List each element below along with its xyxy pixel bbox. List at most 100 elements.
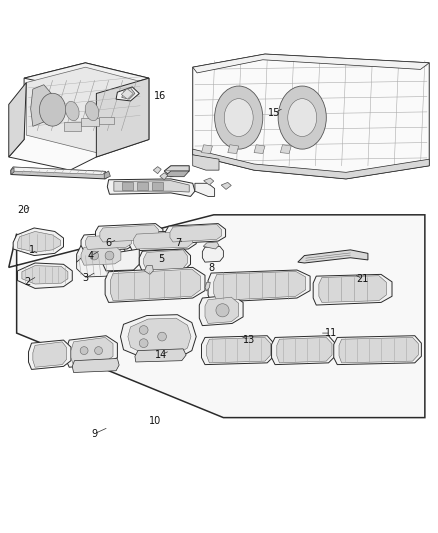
Ellipse shape xyxy=(288,99,317,136)
Polygon shape xyxy=(221,182,231,189)
Polygon shape xyxy=(319,276,386,302)
Polygon shape xyxy=(164,166,189,177)
Polygon shape xyxy=(170,224,222,242)
Polygon shape xyxy=(152,182,163,190)
Text: 6: 6 xyxy=(106,238,112,248)
Polygon shape xyxy=(195,183,215,197)
Polygon shape xyxy=(214,271,306,301)
Polygon shape xyxy=(110,269,201,301)
Polygon shape xyxy=(9,83,26,157)
Polygon shape xyxy=(207,337,271,363)
Polygon shape xyxy=(18,231,60,252)
Polygon shape xyxy=(153,167,161,174)
Polygon shape xyxy=(160,173,168,180)
Polygon shape xyxy=(121,88,133,99)
Text: 4: 4 xyxy=(88,251,94,261)
Text: 5: 5 xyxy=(158,254,164,264)
Polygon shape xyxy=(334,336,421,365)
Polygon shape xyxy=(22,265,68,284)
Polygon shape xyxy=(339,337,418,363)
Polygon shape xyxy=(202,246,223,262)
Polygon shape xyxy=(107,179,195,197)
Ellipse shape xyxy=(278,86,326,149)
Polygon shape xyxy=(122,88,135,99)
Text: 2: 2 xyxy=(25,277,31,287)
Polygon shape xyxy=(77,244,125,269)
Text: 9: 9 xyxy=(91,429,97,439)
Polygon shape xyxy=(199,295,243,326)
Text: 21: 21 xyxy=(357,274,369,284)
Polygon shape xyxy=(137,182,148,190)
Polygon shape xyxy=(77,253,116,277)
Polygon shape xyxy=(298,250,368,263)
Polygon shape xyxy=(28,340,71,369)
Polygon shape xyxy=(208,270,310,302)
Polygon shape xyxy=(116,87,139,101)
Ellipse shape xyxy=(215,86,263,149)
Polygon shape xyxy=(33,342,67,367)
Polygon shape xyxy=(193,149,429,179)
Ellipse shape xyxy=(39,93,66,126)
Polygon shape xyxy=(104,171,110,179)
Polygon shape xyxy=(26,67,145,152)
Polygon shape xyxy=(24,63,149,93)
Polygon shape xyxy=(105,268,205,302)
Polygon shape xyxy=(9,215,425,418)
Polygon shape xyxy=(164,171,189,177)
Polygon shape xyxy=(66,336,117,367)
Polygon shape xyxy=(103,249,139,271)
Polygon shape xyxy=(81,118,99,126)
Text: 11: 11 xyxy=(325,328,337,338)
Text: 20: 20 xyxy=(17,205,29,215)
Polygon shape xyxy=(313,274,392,305)
Polygon shape xyxy=(166,223,226,244)
Polygon shape xyxy=(135,349,186,362)
Circle shape xyxy=(90,251,99,260)
Text: 16: 16 xyxy=(154,91,166,101)
Polygon shape xyxy=(205,297,239,324)
Polygon shape xyxy=(72,359,119,373)
Polygon shape xyxy=(134,231,193,249)
Polygon shape xyxy=(144,250,187,270)
Polygon shape xyxy=(228,145,239,154)
Polygon shape xyxy=(139,249,191,272)
Polygon shape xyxy=(277,337,332,363)
Circle shape xyxy=(105,251,114,260)
Circle shape xyxy=(139,326,148,334)
Polygon shape xyxy=(96,78,149,157)
Circle shape xyxy=(158,332,166,341)
Circle shape xyxy=(216,304,229,317)
Text: 3: 3 xyxy=(82,273,88,284)
Polygon shape xyxy=(201,336,274,365)
Polygon shape xyxy=(203,242,219,249)
Polygon shape xyxy=(145,265,153,274)
Text: 13: 13 xyxy=(243,335,255,345)
Polygon shape xyxy=(99,117,114,124)
Polygon shape xyxy=(204,178,214,185)
Circle shape xyxy=(95,346,102,354)
Polygon shape xyxy=(13,228,64,255)
Polygon shape xyxy=(254,145,265,154)
Polygon shape xyxy=(120,314,196,359)
Polygon shape xyxy=(81,232,135,251)
Polygon shape xyxy=(18,263,72,288)
Polygon shape xyxy=(95,223,163,244)
Polygon shape xyxy=(272,336,335,365)
Polygon shape xyxy=(193,54,429,73)
Polygon shape xyxy=(31,85,57,126)
Polygon shape xyxy=(11,167,109,179)
Text: 8: 8 xyxy=(208,263,214,273)
Polygon shape xyxy=(11,167,14,174)
Polygon shape xyxy=(11,167,105,174)
Text: 7: 7 xyxy=(176,238,182,248)
Text: 14: 14 xyxy=(155,350,167,360)
Polygon shape xyxy=(205,282,210,291)
Text: 15: 15 xyxy=(268,108,280,118)
Polygon shape xyxy=(71,337,113,366)
Polygon shape xyxy=(280,145,291,154)
Polygon shape xyxy=(9,63,149,170)
Polygon shape xyxy=(129,231,196,251)
Polygon shape xyxy=(114,181,189,192)
Polygon shape xyxy=(201,145,212,154)
Polygon shape xyxy=(100,225,159,242)
